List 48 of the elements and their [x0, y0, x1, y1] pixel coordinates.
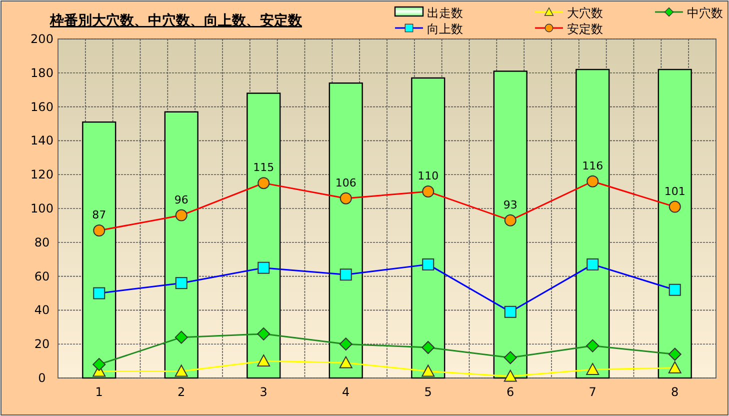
bar: [328, 82, 363, 379]
x-tick-label: 2: [178, 385, 186, 399]
bar: [658, 68, 692, 379]
data-label: 93: [503, 198, 518, 212]
legend-label: 出走数: [427, 6, 463, 20]
data-label: 116: [582, 159, 604, 172]
bar: [493, 70, 528, 379]
point: [668, 361, 682, 374]
point: [339, 356, 352, 368]
chart-title: 枠番別大穴数、中穴数、向上数、安定数: [49, 12, 303, 29]
data-label: 96: [174, 193, 188, 206]
data-label: 101: [664, 184, 686, 198]
legend-label: 安定数: [567, 22, 603, 36]
bar: [246, 92, 281, 379]
x-tick-label: 3: [260, 385, 268, 399]
y-tick-label: 140: [30, 134, 54, 148]
data-label: 115: [253, 161, 274, 174]
y-tick-label: 20: [34, 337, 50, 352]
legend-label: 中穴数: [687, 6, 723, 20]
legend-label: 向上数: [427, 22, 463, 36]
data-label: 87: [92, 208, 106, 222]
y-tick-label: 80: [34, 235, 50, 250]
y-tick-label: 40: [34, 303, 50, 318]
x-tick-label: 1: [95, 385, 103, 399]
x-tick-label: 4: [342, 385, 350, 399]
bar: [576, 68, 610, 379]
point: [586, 363, 600, 376]
bar: [164, 111, 198, 379]
y-tick-label: 160: [30, 100, 54, 114]
point: [257, 354, 270, 367]
y-tick-label: 0: [38, 371, 46, 385]
y-tick-label: 200: [30, 32, 54, 46]
x-tick-label: 7: [588, 385, 596, 399]
x-tick-label: 8: [671, 385, 679, 399]
data-label: 106: [335, 176, 356, 190]
legend-label: 大穴数: [567, 6, 603, 20]
bar: [82, 121, 116, 379]
x-tick-label: 6: [506, 385, 514, 399]
bar: [411, 77, 446, 379]
point: [174, 364, 188, 377]
data-label: 110: [418, 170, 439, 183]
y-tick-label: 180: [30, 66, 54, 80]
y-tick-label: 120: [30, 168, 54, 182]
y-tick-label: 60: [34, 269, 50, 284]
x-tick-label: 5: [424, 385, 432, 399]
point: [422, 364, 435, 377]
y-tick-label: 100: [30, 202, 54, 216]
point: [504, 370, 517, 382]
